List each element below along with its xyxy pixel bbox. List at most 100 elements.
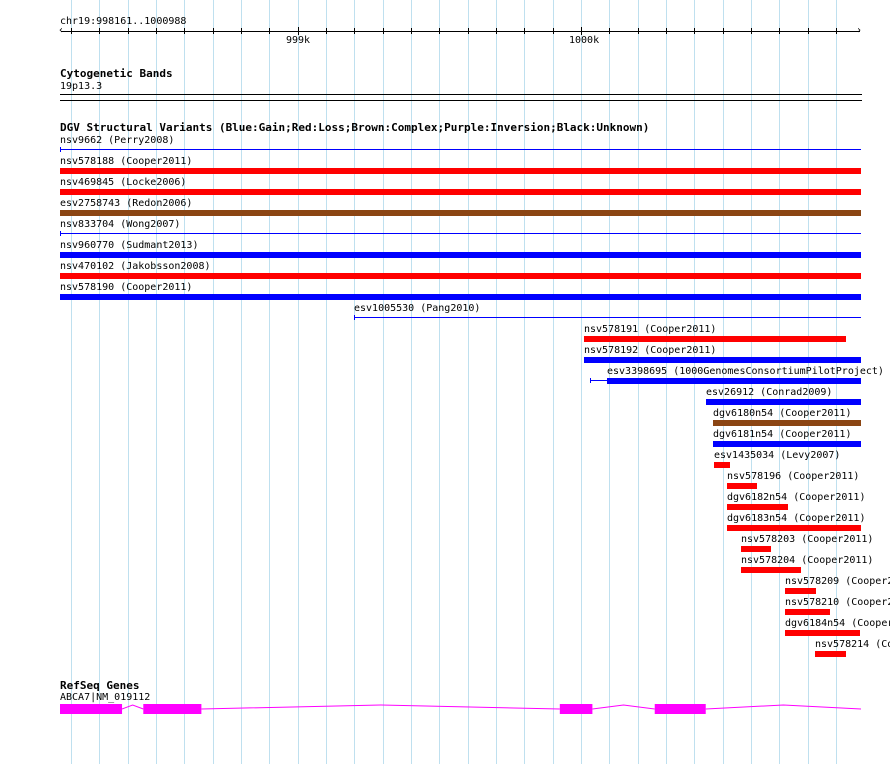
dgv-feature-label[interactable]: dgv6181n54 (Cooper2011) (713, 429, 852, 440)
dgv-feature-bar[interactable] (60, 273, 861, 279)
dgv-feature-label[interactable]: esv1005530 (Pang2010) (354, 303, 481, 314)
gene-exon[interactable] (143, 704, 202, 714)
dgv-feature-bar[interactable] (727, 504, 788, 510)
dgv-feature-bar[interactable] (785, 630, 860, 636)
grid-line (241, 0, 242, 764)
dgv-feature-label[interactable]: dgv6183n54 (Cooper2011) (727, 513, 866, 524)
refseq-gene-label[interactable]: ABCA7|NM_019112 (60, 692, 151, 703)
dgv-feature-label[interactable]: nsv578214 (Co (815, 639, 890, 650)
ruler-minor-tick (156, 28, 157, 34)
ruler-minor-tick (468, 28, 469, 34)
dgv-feature-label[interactable]: nsv578204 (Cooper2011) (741, 555, 874, 566)
ruler-minor-tick (779, 28, 780, 34)
ruler-minor-tick (751, 28, 752, 34)
ruler-axis (61, 31, 860, 32)
grid-line (71, 0, 72, 764)
ruler-minor-tick (326, 28, 327, 34)
dgv-feature-bar[interactable] (785, 609, 830, 615)
ruler-right-arrow: › (856, 25, 863, 36)
dgv-feature-label[interactable]: esv26912 (Conrad2009) (706, 387, 833, 398)
dgv-feature-bar[interactable] (713, 420, 861, 426)
grid-line (411, 0, 412, 764)
dgv-feature-label[interactable]: nsv578192 (Cooper2011) (584, 345, 717, 356)
dgv-feature-bar[interactable] (60, 149, 861, 150)
dgv-feature-bar[interactable] (354, 317, 861, 318)
grid-line (128, 0, 129, 764)
ruler-minor-tick (524, 28, 525, 34)
ruler-minor-tick (638, 28, 639, 34)
dgv-feature-bar[interactable] (714, 462, 730, 468)
dgv-feature-bar[interactable] (713, 441, 861, 447)
dgv-feature-bar[interactable] (60, 210, 861, 216)
dgv-feature-connector (590, 380, 607, 381)
grid-line (99, 0, 100, 764)
ruler-minor-tick (808, 28, 809, 34)
ruler-minor-tick (354, 28, 355, 34)
grid-line (553, 0, 554, 764)
dgv-feature-bar[interactable] (60, 168, 861, 174)
dgv-feature-label[interactable]: nsv578210 (Cooper2 (785, 597, 890, 608)
dgv-feature-bar[interactable] (607, 378, 861, 384)
grid-line (269, 0, 270, 764)
refseq-gene-model[interactable] (0, 698, 890, 720)
dgv-feature-bar[interactable] (60, 252, 861, 258)
gene-intron (121, 704, 144, 710)
dgv-feature-label[interactable]: esv2758743 (Redon2006) (60, 198, 193, 209)
dgv-feature-label[interactable]: nsv470102 (Jakobsson2008) (60, 261, 211, 272)
grid-line (439, 0, 440, 764)
dgv-feature-bar[interactable] (584, 357, 861, 363)
grid-line (213, 0, 214, 764)
gene-exon[interactable] (60, 704, 123, 714)
dgv-feature-bar[interactable] (815, 651, 846, 657)
ruler-minor-tick (128, 28, 129, 34)
dgv-feature-endcap (590, 378, 591, 383)
ruler-minor-tick (553, 28, 554, 34)
cytoband-name: 19p13.3 (60, 81, 103, 92)
ruler-minor-tick (71, 28, 72, 34)
dgv-feature-label[interactable]: nsv578191 (Cooper2011) (584, 324, 717, 335)
gene-intron (201, 704, 560, 710)
cytoband-track-title: Cytogenetic Bands (60, 67, 173, 80)
gene-exon[interactable] (654, 704, 706, 714)
dgv-feature-bar[interactable] (741, 567, 801, 573)
dgv-feature-label[interactable]: nsv578203 (Cooper2011) (741, 534, 874, 545)
dgv-feature-label[interactable]: nsv578209 (Cooper2 (785, 576, 890, 587)
dgv-feature-label[interactable]: nsv578196 (Cooper2011) (727, 471, 860, 482)
dgv-feature-bar[interactable] (60, 233, 861, 234)
dgv-feature-label[interactable]: nsv469845 (Locke2006) (60, 177, 187, 188)
gene-intron (705, 704, 862, 710)
dgv-feature-bar[interactable] (584, 336, 846, 342)
dgv-feature-label[interactable]: dgv6182n54 (Cooper2011) (727, 492, 866, 503)
dgv-feature-label[interactable]: esv3398695 (1000GenomesConsortiumPilotPr… (607, 366, 884, 377)
ruler-major-tick-label: 999k (286, 35, 311, 46)
grid-line (496, 0, 497, 764)
grid-line (298, 0, 299, 764)
ruler-minor-tick (723, 28, 724, 34)
grid-line (581, 0, 582, 764)
dgv-feature-label[interactable]: nsv833704 (Wong2007) (60, 219, 181, 230)
cytoband-line-bottom (60, 100, 862, 101)
ruler-minor-tick (411, 28, 412, 34)
dgv-feature-bar[interactable] (741, 546, 771, 552)
dgv-feature-bar[interactable] (727, 525, 861, 531)
grid-line (326, 0, 327, 764)
dgv-feature-label[interactable]: esv1435034 (Levy2007) (714, 450, 841, 461)
dgv-feature-label[interactable]: nsv9662 (Perry2008) (60, 135, 175, 146)
dgv-feature-bar[interactable] (727, 483, 757, 489)
dgv-feature-bar[interactable] (706, 399, 861, 405)
gene-intron (592, 704, 655, 710)
dgv-feature-label[interactable]: dgv6180n54 (Cooper2011) (713, 408, 852, 419)
dgv-track-title: DGV Structural Variants (Blue:Gain;Red:L… (60, 121, 650, 134)
dgv-feature-bar[interactable] (785, 588, 816, 594)
dgv-feature-label[interactable]: dgv6184n54 (Cooper (785, 618, 890, 629)
gene-exon[interactable] (559, 704, 593, 714)
ruler-range-label: chr19:998161..1000988 (60, 16, 187, 27)
dgv-feature-label[interactable]: nsv578188 (Cooper2011) (60, 156, 193, 167)
dgv-feature-label[interactable]: nsv578190 (Cooper2011) (60, 282, 193, 293)
dgv-feature-bar[interactable] (60, 189, 861, 195)
dgv-feature-label[interactable]: nsv960770 (Sudmant2013) (60, 240, 199, 251)
dgv-feature-bar[interactable] (60, 294, 861, 300)
ruler-left-arrow: ‹ (58, 25, 65, 36)
ruler-minor-tick (836, 28, 837, 34)
